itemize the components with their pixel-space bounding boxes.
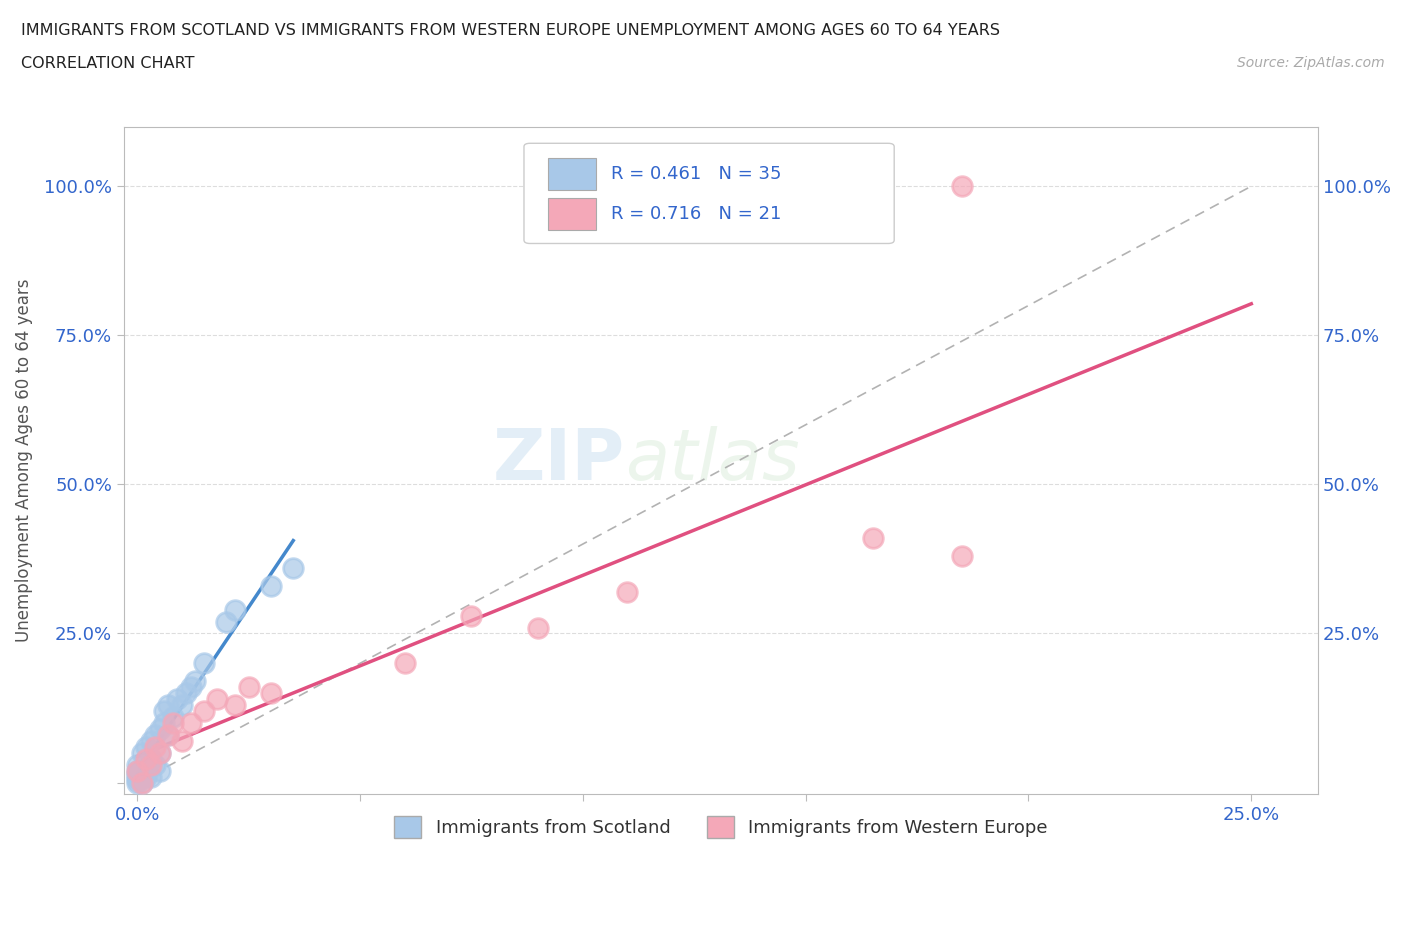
Point [157,727,180,742]
Point [950,179,973,193]
Point [148,764,170,778]
Point [143,757,166,772]
Point [143,727,166,742]
Legend: Immigrants from Scotland, Immigrants from Western Europe: Immigrants from Scotland, Immigrants fro… [387,809,1054,845]
Text: ZIP: ZIP [494,426,626,495]
Point [127,757,149,772]
Point [224,698,246,712]
Point [215,614,238,629]
Point [862,531,884,546]
FancyBboxPatch shape [524,143,894,244]
Point [143,739,166,754]
Point [139,757,162,772]
Point [139,734,162,749]
Point [394,656,416,671]
Point [238,680,260,695]
Point [139,751,162,766]
Point [527,620,550,635]
Point [135,739,157,754]
Text: IMMIGRANTS FROM SCOTLAND VS IMMIGRANTS FROM WESTERN EUROPE UNEMPLOYMENT AMONG AG: IMMIGRANTS FROM SCOTLAND VS IMMIGRANTS F… [21,23,1000,38]
Point [180,715,202,730]
Point [260,685,283,700]
Point [224,603,246,618]
Point [950,549,973,564]
Point [184,673,207,688]
Point [135,769,157,784]
Point [260,578,283,593]
Point [162,715,184,730]
Point [157,698,180,712]
Point [283,561,305,576]
Point [127,775,149,790]
Point [131,745,153,760]
Point [207,692,229,707]
Point [127,764,149,778]
Point [127,764,149,778]
Point [153,715,176,730]
Point [139,769,162,784]
Point [180,680,202,695]
Text: R = 0.461   N = 35: R = 0.461 N = 35 [612,165,782,183]
Point [193,704,215,719]
Point [162,710,184,724]
Point [170,734,193,749]
Point [166,692,188,707]
Point [170,698,193,712]
Point [127,766,149,781]
Text: Source: ZipAtlas.com: Source: ZipAtlas.com [1237,56,1385,70]
Point [153,704,176,719]
Point [148,722,170,737]
Point [131,769,153,784]
Point [176,685,198,700]
Point [135,764,157,778]
Point [131,775,153,790]
Point [127,772,149,787]
FancyBboxPatch shape [548,158,596,190]
Point [193,656,215,671]
Point [616,584,638,599]
Text: atlas: atlas [626,426,800,495]
Point [157,727,180,742]
Point [460,608,482,623]
Y-axis label: Unemployment Among Ages 60 to 64 years: Unemployment Among Ages 60 to 64 years [15,279,32,643]
Point [127,769,149,784]
Text: CORRELATION CHART: CORRELATION CHART [21,56,194,71]
Point [131,775,153,790]
Text: R = 0.716   N = 21: R = 0.716 N = 21 [612,206,782,223]
Point [135,751,157,766]
FancyBboxPatch shape [548,198,596,230]
Point [148,745,170,760]
Point [148,745,170,760]
